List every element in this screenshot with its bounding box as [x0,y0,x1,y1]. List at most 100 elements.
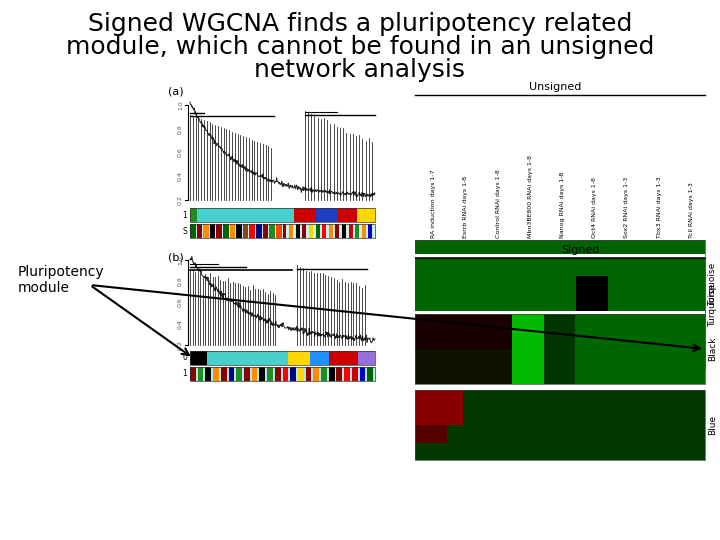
Text: (b): (b) [168,252,184,262]
Bar [290,367,296,381]
Bar [415,344,705,350]
Text: network analysis: network analysis [254,58,466,82]
Bar [190,208,197,222]
Text: 0.6: 0.6 [178,147,183,157]
Text: 1: 1 [182,211,187,219]
Bar [352,367,358,381]
Text: Oct4 RNAi days 1-8: Oct4 RNAi days 1-8 [593,177,597,238]
Bar [316,208,338,222]
Text: Signed: Signed [561,245,599,255]
Text: RA induction days 1-7: RA induction days 1-7 [431,170,436,238]
Bar [415,390,705,460]
Bar [256,224,261,238]
Bar [190,351,375,365]
Bar [512,314,544,384]
Text: 0.2: 0.2 [178,195,183,205]
Bar [415,286,705,292]
Bar [263,224,269,238]
Text: 0.2: 0.2 [178,340,183,350]
Bar [190,208,375,222]
Bar [415,357,705,363]
Bar [221,367,227,381]
Bar [236,367,242,381]
Bar [336,224,339,238]
Text: Turquoise: Turquoise [708,263,717,306]
Text: S: S [182,226,187,235]
Bar [294,208,316,222]
Bar [197,224,202,238]
Bar [415,240,705,370]
Text: module, which cannot be found in an unsigned: module, which cannot be found in an unsi… [66,35,654,59]
Text: 0.8: 0.8 [178,124,183,133]
Bar [282,367,288,381]
Bar [369,224,372,238]
Bar [576,279,608,370]
Bar [243,224,248,238]
Text: (a): (a) [168,87,184,97]
Bar [296,224,300,238]
Bar [190,224,375,238]
Bar [276,224,282,238]
Text: Pluripotency
module: Pluripotency module [18,265,104,295]
Text: 1: 1 [182,369,187,379]
Bar [415,253,705,260]
Text: Esrrb RNAi days 1-8: Esrrb RNAi days 1-8 [464,176,468,238]
Bar [310,351,329,365]
Bar [228,367,234,381]
Bar [415,338,705,344]
Bar [289,224,293,238]
Bar [359,351,375,365]
Bar [415,299,705,305]
Bar [415,240,705,246]
Bar [415,257,705,312]
Bar [197,208,294,222]
Bar [190,367,196,381]
Bar [415,390,464,425]
Bar [205,367,211,381]
Text: 1.0: 1.0 [178,100,183,110]
Text: Control RNAi days 1-8: Control RNAi days 1-8 [495,169,500,238]
Text: 0.4: 0.4 [178,171,183,181]
Bar [415,254,705,257]
Bar [355,224,359,238]
Bar [415,257,705,312]
Text: 0.6: 0.6 [178,298,183,307]
Bar [236,224,242,238]
Bar [322,224,326,238]
Bar [359,367,365,381]
Bar [190,367,375,381]
Bar [315,224,320,238]
Text: 0: 0 [182,354,187,362]
Bar [190,224,196,238]
Bar [415,311,705,314]
Bar [313,367,319,381]
Text: 0.8: 0.8 [178,276,183,286]
Bar [198,367,204,381]
Bar [210,224,215,238]
Text: Sox2 RNAi days 1-3: Sox2 RNAi days 1-3 [624,177,629,238]
Text: Tcll RNAi days 1-3: Tcll RNAi days 1-3 [689,182,694,238]
Bar [190,224,375,238]
Bar [415,363,705,370]
Bar [321,367,327,381]
Bar [305,367,312,381]
Bar [415,279,705,286]
Bar [575,314,705,384]
Bar [415,425,447,442]
Bar [361,224,366,238]
Bar [415,349,516,384]
Text: Nanog RNAi days 1-8: Nanog RNAi days 1-8 [560,172,565,238]
Text: Tbx3 RNAi days 1-3: Tbx3 RNAi days 1-3 [657,177,662,238]
Bar [415,266,705,273]
Bar [252,367,258,381]
Bar [298,367,304,381]
Bar [336,367,342,381]
Bar [259,367,265,381]
Bar [415,260,705,266]
Bar [415,292,705,299]
Bar [203,224,209,238]
Bar [244,367,250,381]
Bar [342,224,346,238]
Bar [356,208,375,222]
Bar [329,367,335,381]
